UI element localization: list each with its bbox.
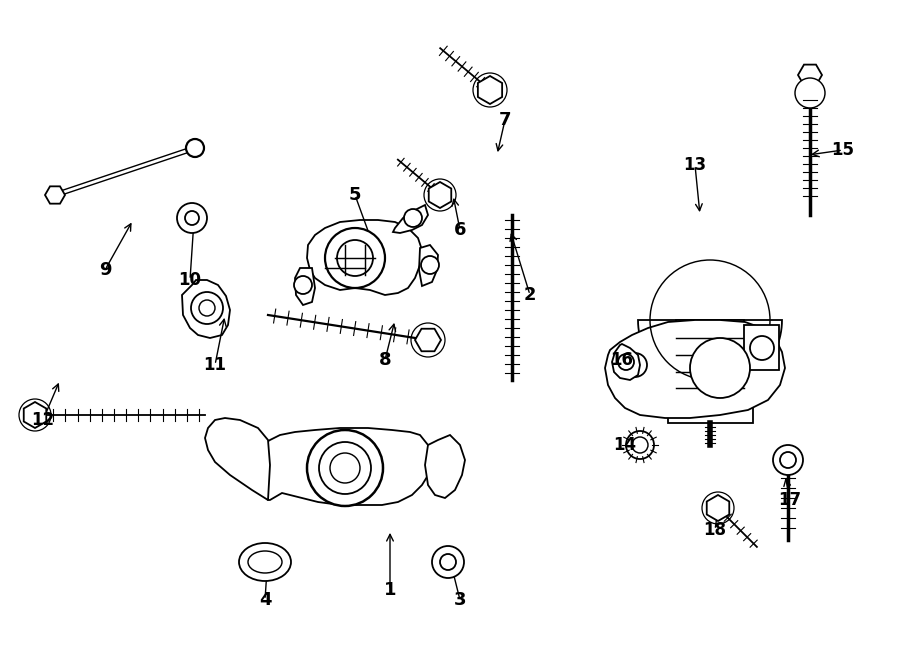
Text: 18: 18 xyxy=(704,521,726,539)
Circle shape xyxy=(795,78,825,108)
Circle shape xyxy=(780,452,796,468)
Polygon shape xyxy=(425,435,465,498)
Circle shape xyxy=(632,437,648,453)
Circle shape xyxy=(432,546,464,578)
FancyBboxPatch shape xyxy=(676,320,744,405)
Circle shape xyxy=(618,354,634,370)
Circle shape xyxy=(199,300,215,316)
Polygon shape xyxy=(307,220,422,295)
Text: 3: 3 xyxy=(454,591,466,609)
Ellipse shape xyxy=(248,551,282,573)
Text: 1: 1 xyxy=(383,581,396,599)
Polygon shape xyxy=(23,402,46,428)
Polygon shape xyxy=(605,320,785,418)
Text: 4: 4 xyxy=(259,591,271,609)
Circle shape xyxy=(404,209,422,227)
Circle shape xyxy=(186,139,204,157)
Circle shape xyxy=(191,292,223,324)
Circle shape xyxy=(440,554,456,570)
Polygon shape xyxy=(428,182,451,208)
Text: 10: 10 xyxy=(178,271,202,289)
Text: 2: 2 xyxy=(524,286,536,304)
Circle shape xyxy=(325,228,385,288)
Circle shape xyxy=(773,445,803,475)
Circle shape xyxy=(690,338,750,398)
Polygon shape xyxy=(478,76,502,104)
Circle shape xyxy=(307,430,383,506)
Polygon shape xyxy=(612,344,640,380)
Polygon shape xyxy=(295,268,315,305)
Polygon shape xyxy=(182,280,230,338)
Text: 16: 16 xyxy=(610,351,634,369)
Polygon shape xyxy=(638,320,782,392)
Text: 5: 5 xyxy=(349,186,361,204)
Text: 7: 7 xyxy=(499,111,511,129)
Ellipse shape xyxy=(239,543,291,581)
Circle shape xyxy=(177,203,207,233)
Polygon shape xyxy=(415,329,441,351)
FancyBboxPatch shape xyxy=(744,325,779,370)
Circle shape xyxy=(294,276,312,294)
Polygon shape xyxy=(205,418,270,500)
Circle shape xyxy=(421,256,439,274)
Polygon shape xyxy=(419,245,438,286)
Circle shape xyxy=(750,336,774,360)
Circle shape xyxy=(626,431,654,459)
Polygon shape xyxy=(45,186,65,204)
Text: 6: 6 xyxy=(454,221,466,239)
Text: 17: 17 xyxy=(778,491,802,509)
Circle shape xyxy=(319,442,371,494)
Circle shape xyxy=(330,453,360,483)
Text: 8: 8 xyxy=(379,351,392,369)
Text: 12: 12 xyxy=(32,411,55,429)
Text: 11: 11 xyxy=(203,356,227,374)
Polygon shape xyxy=(798,65,822,85)
Circle shape xyxy=(623,353,647,377)
Text: 9: 9 xyxy=(99,261,112,279)
Text: 14: 14 xyxy=(614,436,636,454)
Text: 13: 13 xyxy=(683,156,706,174)
Polygon shape xyxy=(252,428,432,505)
FancyBboxPatch shape xyxy=(668,405,752,423)
Circle shape xyxy=(337,240,373,276)
Polygon shape xyxy=(706,495,729,521)
Circle shape xyxy=(185,211,199,225)
Polygon shape xyxy=(393,205,428,233)
Text: 15: 15 xyxy=(832,141,854,159)
